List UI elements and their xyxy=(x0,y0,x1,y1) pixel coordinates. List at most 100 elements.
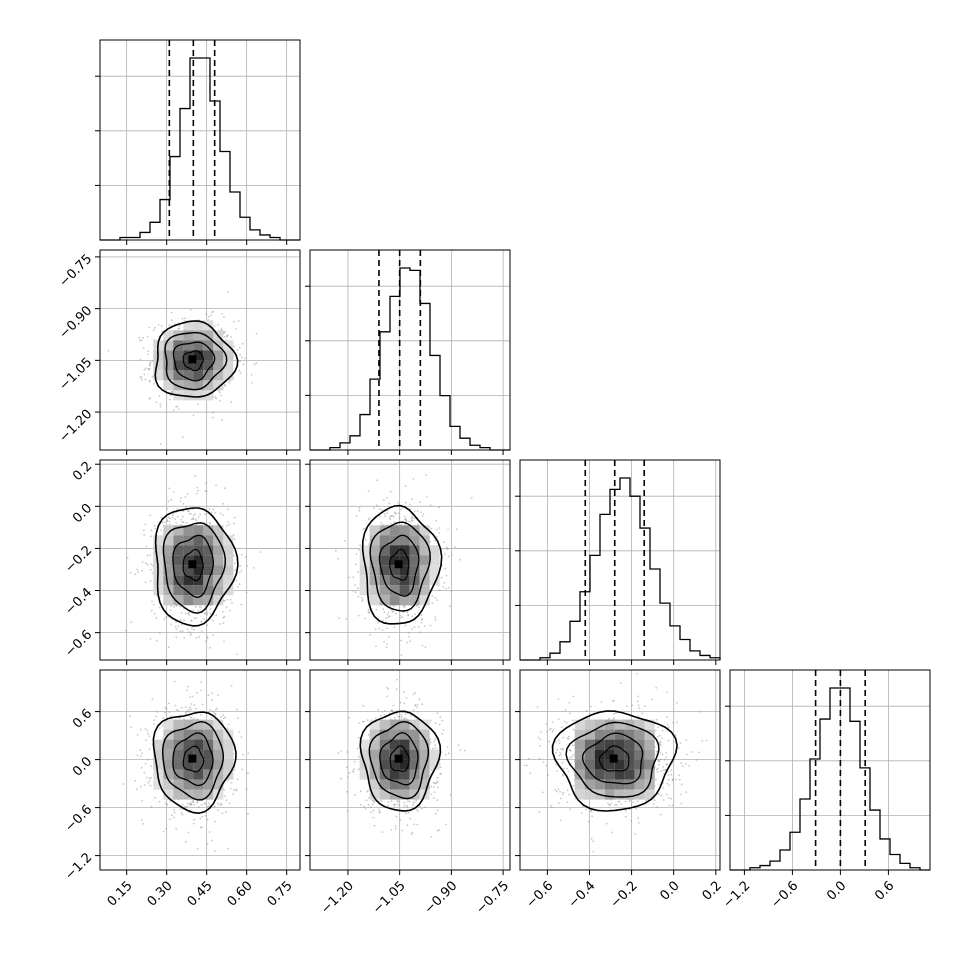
scatter-point xyxy=(165,708,168,710)
scatter-point xyxy=(209,612,212,615)
scatter-point xyxy=(400,654,403,656)
scatter-point xyxy=(346,810,349,812)
scatter-point xyxy=(435,536,438,538)
density-cell xyxy=(399,545,410,556)
scatter-point xyxy=(357,571,359,573)
contour-0.5σ xyxy=(359,710,442,812)
density-cell xyxy=(153,759,164,770)
scatter-point xyxy=(245,788,248,790)
density-cell xyxy=(213,719,224,730)
density-cell xyxy=(183,575,194,586)
density-cell xyxy=(389,769,400,780)
scatter-point xyxy=(235,789,238,792)
density-peak xyxy=(188,754,197,763)
density-cell xyxy=(399,749,410,760)
scatter-point xyxy=(354,794,356,796)
scatter-point xyxy=(164,706,167,709)
scatter-point xyxy=(160,529,162,532)
scatter-point xyxy=(242,753,245,756)
scatter-point xyxy=(386,686,389,689)
scatter-point xyxy=(340,750,343,752)
scatter-point xyxy=(212,619,214,622)
density-cell xyxy=(369,719,380,730)
scatter-point xyxy=(406,806,408,809)
scatter-point xyxy=(144,523,147,526)
scatter-point xyxy=(390,829,393,831)
density-cell xyxy=(213,779,224,790)
density-cell xyxy=(183,565,194,576)
density-cell xyxy=(213,380,224,391)
scatter-point xyxy=(445,546,448,549)
scatter-point xyxy=(204,605,207,608)
scatter-point xyxy=(148,735,151,738)
scatter-point xyxy=(406,611,409,614)
scatter-point xyxy=(449,793,452,796)
scatter-point xyxy=(422,513,425,516)
density-cell xyxy=(379,779,390,790)
density-cell xyxy=(203,769,214,780)
scatter-point xyxy=(136,568,139,571)
density-cell xyxy=(369,729,380,740)
scatter-point xyxy=(353,768,355,771)
scatter-point xyxy=(395,713,398,715)
density-cell xyxy=(183,545,194,556)
scatter-point xyxy=(161,521,164,524)
scatter-point xyxy=(191,627,193,630)
density-cell xyxy=(223,575,234,586)
scatter-point xyxy=(197,403,199,405)
scatter-point xyxy=(347,776,349,778)
scatter-point xyxy=(212,634,214,637)
scatter-point xyxy=(372,809,375,812)
scatter-point xyxy=(164,616,167,619)
scatter-point xyxy=(429,624,432,627)
density-cell xyxy=(193,759,204,770)
scatter-point xyxy=(146,335,149,338)
density-cell xyxy=(163,535,174,546)
scatter-point xyxy=(443,541,445,544)
density-cell xyxy=(193,535,204,546)
scatter-point xyxy=(136,734,139,736)
scatter-point xyxy=(200,689,203,692)
scatter-point xyxy=(438,829,441,832)
density-cell xyxy=(379,535,390,546)
scatter-point xyxy=(446,548,449,551)
scatter-point xyxy=(154,525,156,527)
scatter-point xyxy=(413,510,416,513)
density-cell xyxy=(163,340,174,351)
contour-2σ xyxy=(182,548,204,582)
scatter-point xyxy=(392,704,395,707)
scatter-point xyxy=(175,522,178,524)
scatter-point xyxy=(209,646,211,649)
scatter-point xyxy=(159,403,162,405)
scatter-point xyxy=(391,611,394,613)
scatter-point xyxy=(146,729,149,732)
density-cell xyxy=(379,565,390,576)
scatter-point xyxy=(180,706,183,709)
scatter-point xyxy=(352,590,355,592)
scatter-point xyxy=(252,567,255,569)
density-cell xyxy=(389,595,400,606)
scatter-point xyxy=(148,364,151,367)
scatter-point xyxy=(223,383,226,386)
density-cell xyxy=(153,555,164,566)
scatter-point xyxy=(228,523,231,526)
scatter-point xyxy=(227,847,229,850)
scatter-point xyxy=(179,500,182,502)
scatter-point xyxy=(186,689,189,692)
scatter-point xyxy=(129,571,132,574)
panel-frame xyxy=(99,459,301,661)
scatter-point xyxy=(144,762,147,765)
scatter-point xyxy=(376,479,378,482)
scatter-point xyxy=(222,622,225,625)
scatter-point xyxy=(208,831,211,833)
scatter-point xyxy=(435,781,438,784)
scatter-point xyxy=(169,523,171,526)
scatter-point xyxy=(436,776,439,779)
scatter-point xyxy=(343,539,346,542)
density-cell xyxy=(389,525,400,536)
scatter-point xyxy=(403,606,406,609)
scatter-point xyxy=(137,571,140,573)
scatter-point xyxy=(367,608,370,611)
contour-0.5σ xyxy=(154,320,239,398)
scatter-point xyxy=(141,752,144,755)
